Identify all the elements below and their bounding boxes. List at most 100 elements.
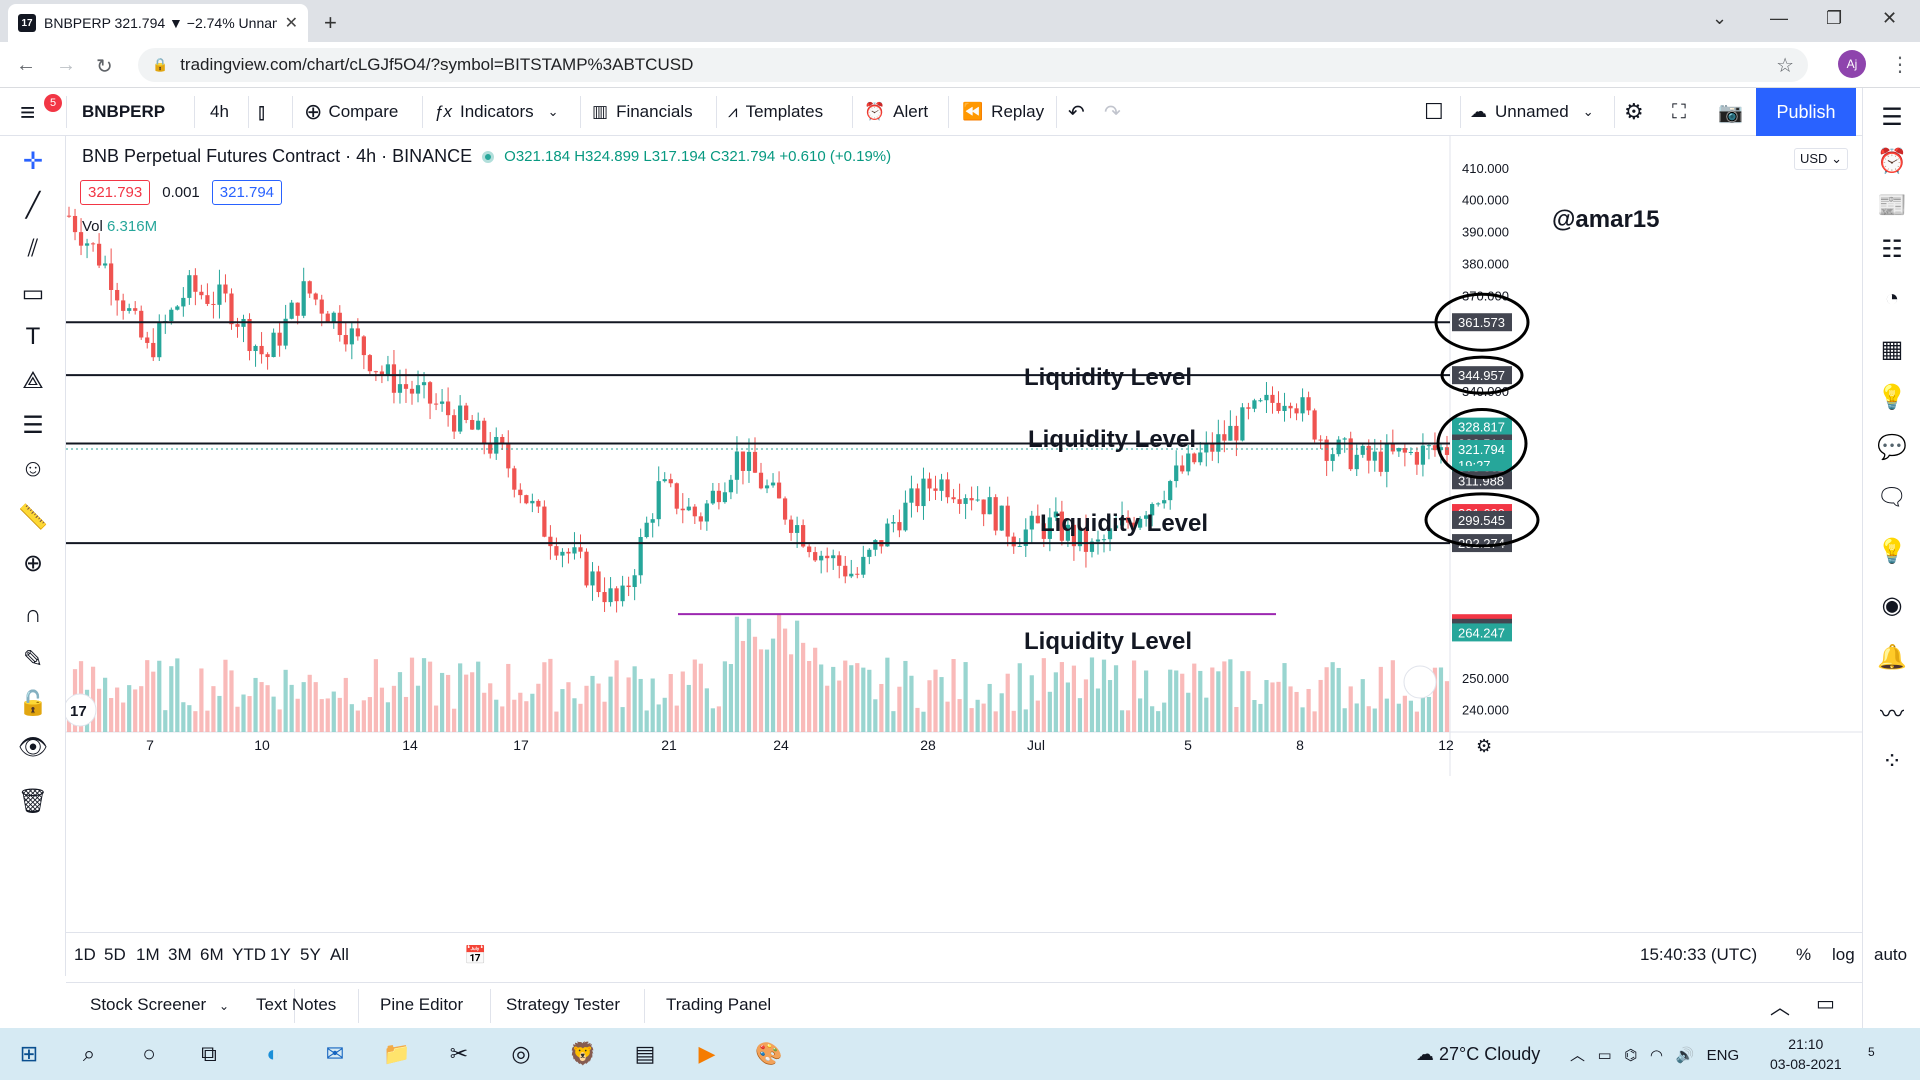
price-chart[interactable]: 410.000 400.000 390.000 380.000 370.000 340.0… — [66, 136, 1862, 932]
range-5d[interactable]: 5D — [104, 945, 126, 964]
ideas-bulb-icon[interactable]: 💡 — [1877, 383, 1907, 411]
fib-tool-icon[interactable]: ⫽ — [27, 235, 39, 262]
eye-icon[interactable]: 👁 — [17, 733, 49, 761]
range-1d[interactable]: 1D — [74, 945, 96, 964]
range-ytd[interactable]: YTD — [232, 945, 266, 964]
reload-icon[interactable]: ↻ — [96, 56, 113, 78]
tab-search-icon[interactable]: ⌄ — [1712, 8, 1728, 28]
action-center-icon[interactable]: 5 — [1868, 1040, 1875, 1061]
trend-icon[interactable]: 〰 — [1880, 700, 1904, 728]
broadcast-icon[interactable]: ◉ — [1881, 591, 1903, 619]
watchlist-icon[interactable]: ☰ — [1881, 103, 1903, 131]
back-icon[interactable]: ← — [16, 54, 36, 76]
private-chat-icon[interactable]: 🗨 — [1876, 483, 1908, 511]
alert-button[interactable]: ⏰ Alert — [864, 88, 928, 136]
replay-button[interactable]: ⏪ Replay — [962, 88, 1044, 136]
buy-button[interactable]: 321.794 — [211, 180, 283, 205]
collapse-panel-icon[interactable]: ︿ — [1770, 997, 1790, 1019]
search-icon[interactable]: ⌕ — [82, 1041, 96, 1066]
language-indicator[interactable]: ENG — [1706, 1047, 1740, 1064]
redo-icon[interactable]: ↷ — [1104, 101, 1121, 124]
layout-name-button[interactable]: ☁ Unnamed ⌄ — [1470, 88, 1594, 136]
chart-style-candles-icon[interactable]: ⫾ — [258, 99, 266, 124]
windows-start-icon[interactable]: ⊞ — [19, 1041, 39, 1066]
range-1y[interactable]: 1Y — [270, 945, 291, 964]
settings-gear-icon[interactable]: ⚙ — [1624, 99, 1644, 124]
new-tab-button[interactable]: + — [324, 10, 337, 35]
close-tab-icon[interactable]: ✕ — [284, 15, 298, 32]
percent-toggle[interactable]: % — [1796, 945, 1812, 964]
publish-button[interactable]: Publish — [1756, 88, 1856, 136]
wifi-icon[interactable]: ◠ — [1649, 1047, 1663, 1064]
media-player-icon[interactable]: ▶ — [698, 1041, 716, 1066]
battery-icon[interactable]: ▭ — [1597, 1047, 1612, 1064]
alerts-clock-icon[interactable]: ⏰ — [1877, 147, 1907, 175]
ruler-icon[interactable]: 📏 — [18, 503, 48, 531]
pattern-tool-icon[interactable]: ⟁ — [22, 367, 44, 394]
range-1m[interactable]: 1M — [136, 945, 160, 964]
snip-tool-icon[interactable]: ✂ — [449, 1041, 469, 1066]
fullscreen-icon[interactable]: ⛶ — [1672, 100, 1686, 123]
streams-icon[interactable]: 💡 — [1877, 537, 1907, 565]
prediction-tool-icon[interactable]: ☰ — [22, 411, 44, 439]
interval-button[interactable]: 4h — [210, 102, 229, 121]
chrome-icon[interactable]: ◎ — [511, 1041, 531, 1066]
tab-trading-panel[interactable]: Trading Panel — [666, 995, 772, 1014]
rectangle-icon[interactable]: ▭ — [21, 279, 45, 307]
app-icon[interactable]: ▤ — [634, 1041, 656, 1066]
trend-line-icon[interactable]: ╱ — [25, 191, 41, 219]
undo-icon[interactable]: ↶ — [1068, 101, 1085, 124]
minimize-button[interactable]: — — [1770, 8, 1788, 28]
close-window-button[interactable]: ✕ — [1882, 8, 1898, 28]
sell-button[interactable]: 321.793 — [80, 180, 151, 205]
bookmark-star-icon[interactable]: ☆ — [1776, 54, 1794, 77]
utc-clock[interactable]: 15:40:33 (UTC) — [1640, 945, 1758, 964]
range-all[interactable]: All — [330, 945, 349, 964]
layout-square-icon[interactable]: ☐ — [1424, 99, 1444, 124]
lock-icon[interactable]: 🔓 — [18, 689, 48, 717]
range-3m[interactable]: 3M — [168, 945, 192, 964]
hotlist-icon[interactable]: ◔ — [1884, 285, 1900, 312]
magnet-icon[interactable]: ∩ — [24, 601, 42, 628]
profile-avatar[interactable]: Aj — [1838, 50, 1866, 78]
trash-icon[interactable]: 🗑 — [17, 787, 49, 815]
compare-button[interactable]: ⊕ Compare — [304, 88, 398, 136]
zoom-in-icon[interactable]: ⊕ — [22, 549, 44, 577]
auto-toggle[interactable]: auto — [1874, 945, 1908, 964]
tab-strategy-tester[interactable]: Strategy Tester — [506, 995, 621, 1014]
templates-button[interactable]: ⩘ Templates — [728, 88, 823, 136]
chat-icon[interactable]: 💬 — [1877, 433, 1907, 461]
log-toggle[interactable]: log — [1832, 945, 1855, 964]
chart-area[interactable]: 410.000 400.000 390.000 380.000 370.000 340.0… — [66, 136, 1862, 976]
notifications-bell-icon[interactable]: 🔔 — [1877, 643, 1907, 671]
browser-tab[interactable]: 17 BNBPERP 321.794 ▼ −2.74% Unnamed ✕ — [8, 4, 308, 42]
forward-icon[interactable]: → — [56, 54, 76, 76]
maximize-button[interactable]: ❐ — [1826, 8, 1843, 28]
mail-icon[interactable]: ✉ — [325, 1041, 345, 1066]
more-dots-icon[interactable]: ⁘ — [1881, 747, 1903, 775]
maximize-panel-icon[interactable]: ▭ — [1816, 993, 1835, 1015]
main-menu-icon[interactable]: ≡ — [20, 96, 36, 127]
tab-pine-editor[interactable]: Pine Editor — [380, 995, 464, 1014]
range-5y[interactable]: 5Y — [300, 945, 321, 964]
currency-select[interactable]: USD ⌄ — [1794, 148, 1848, 170]
news-icon[interactable]: 📰 — [1877, 191, 1907, 219]
tab-text-notes[interactable]: Text Notes — [256, 995, 337, 1014]
paint-icon[interactable]: 🎨 — [755, 1041, 783, 1066]
volume-icon[interactable]: 🔊 — [1675, 1047, 1695, 1064]
brave-icon[interactable]: 🦁 — [569, 1041, 597, 1066]
network-icon[interactable]: ⌬ — [1624, 1047, 1638, 1064]
url-field[interactable]: 🔒 tradingview.com/chart/cLGJf5O4/?symbol… — [138, 48, 1808, 82]
weather-widget[interactable]: ☁ 27°C Cloudy — [1416, 1044, 1540, 1065]
browser-menu-icon[interactable]: ⋮ — [1890, 54, 1910, 76]
edge-icon[interactable]: ◐ — [266, 1041, 280, 1066]
taskbar-clock[interactable]: 21:10 03-08-2021 — [1770, 1034, 1842, 1074]
legend-title[interactable]: BNB Perpetual Futures Contract · 4h · BI… — [82, 146, 473, 166]
calendar-icon[interactable]: ▦ — [1880, 335, 1904, 363]
chevron-up-icon[interactable]: ︿ — [1570, 1047, 1586, 1064]
indicators-button[interactable]: ƒx Indicators ⌄ — [434, 88, 559, 136]
text-tool-icon[interactable]: T — [25, 323, 41, 350]
lock-pencil-icon[interactable]: ✎ — [22, 645, 44, 673]
cortana-icon[interactable]: ○ — [142, 1041, 156, 1066]
task-view-icon[interactable]: ⧉ — [201, 1041, 217, 1066]
